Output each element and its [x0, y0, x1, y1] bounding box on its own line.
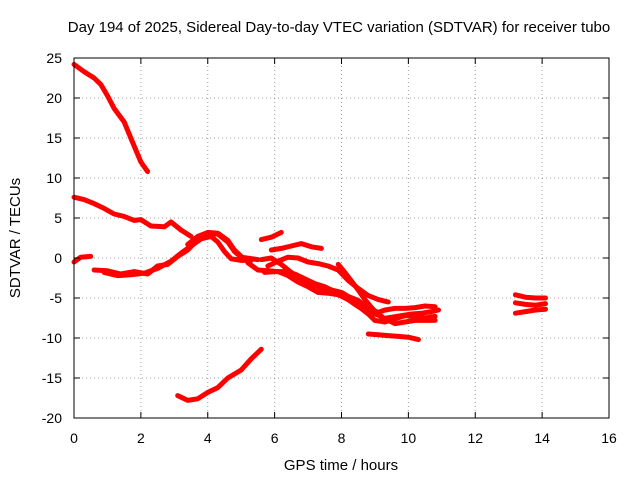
series-arc-9 [258, 255, 438, 315]
series-arc-12 [262, 269, 385, 319]
x-tick-label: 0 [70, 430, 78, 446]
y-tick-label: -20 [42, 410, 62, 426]
x-tick-label: 2 [137, 430, 145, 446]
series-arc-7 [175, 346, 264, 403]
plot-series-group [71, 61, 548, 403]
series-arc-2 [71, 194, 194, 239]
series-arc-15 [365, 331, 421, 343]
grid [74, 58, 609, 418]
y-axis-label: SDTVAR / TECUs [7, 178, 24, 298]
y-tick-label: 10 [46, 170, 62, 186]
series-arc-14 [335, 261, 438, 327]
y-tick-label: 25 [46, 50, 62, 66]
x-tick-label: 10 [401, 430, 417, 446]
y-tick-label: 0 [54, 250, 62, 266]
series-arc-6 [185, 229, 244, 259]
y-tick-label: -10 [42, 330, 62, 346]
series-arc-13 [258, 229, 284, 243]
chart-title: Day 194 of 2025, Sidereal Day-to-day VTE… [68, 19, 610, 36]
x-tick-label: 4 [204, 430, 212, 446]
x-tick-label: 12 [467, 430, 483, 446]
x-tick-label: 8 [338, 430, 346, 446]
series-arc-10 [268, 241, 324, 253]
y-tick-label: 20 [46, 90, 62, 106]
series-arc-19 [512, 306, 548, 316]
x-tick-label: 14 [534, 430, 550, 446]
y-tick-label: 15 [46, 130, 62, 146]
series-arc-3 [71, 253, 94, 265]
y-tick-label: 5 [54, 210, 62, 226]
series-arc-11 [265, 254, 391, 305]
y-tick-label: -15 [42, 370, 62, 386]
series-arc-16 [379, 307, 441, 322]
series-arc-18 [512, 300, 548, 308]
x-tick-label: 16 [601, 430, 617, 446]
x-axis-label: GPS time / hours [284, 457, 398, 474]
axis-ticks: 0 2 4 6 8 10 12 14 16 -20 -15 -10 -5 0 5 10 15 20 25 [42, 50, 617, 446]
x-tick-label: 6 [271, 430, 279, 446]
series-arc-17 [512, 292, 548, 301]
y-tick-label: -5 [50, 290, 63, 306]
series-arc-1 [71, 61, 151, 175]
series-arc-5 [101, 233, 254, 279]
